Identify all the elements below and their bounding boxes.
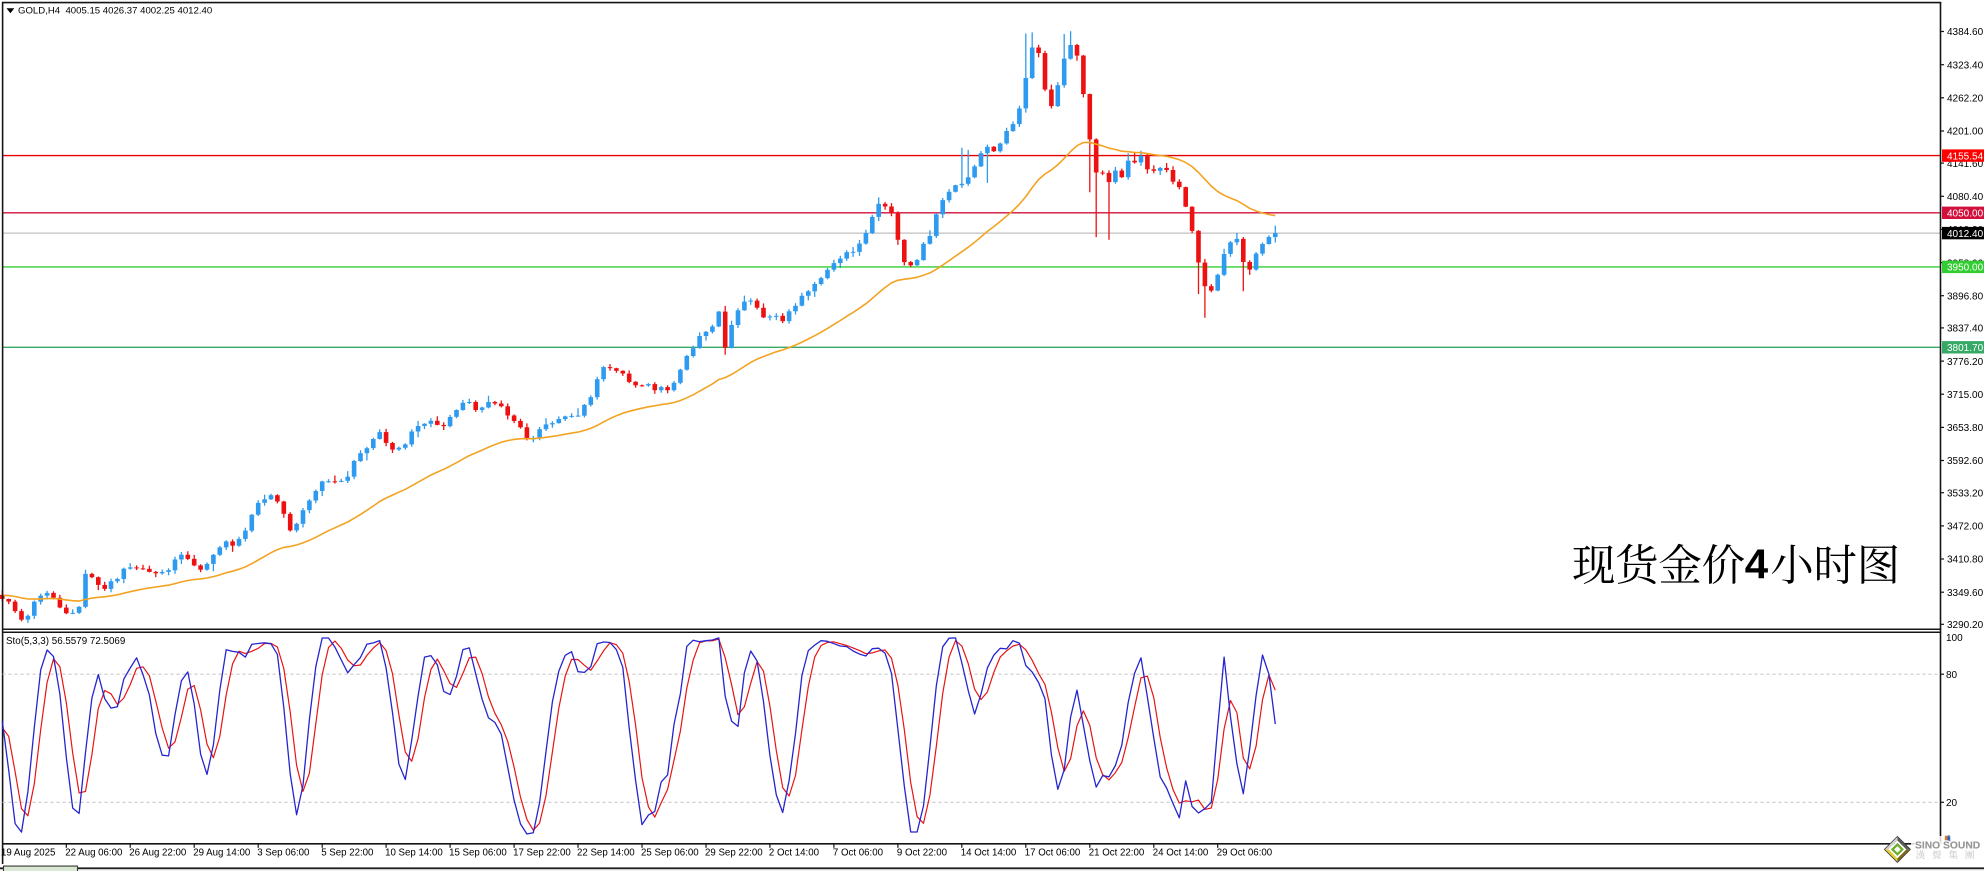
svg-text:4141.60: 4141.60 — [1947, 159, 1984, 170]
svg-text:4012.40: 4012.40 — [1947, 229, 1984, 240]
svg-text:3837.40: 3837.40 — [1947, 324, 1984, 335]
svg-text:3801.70: 3801.70 — [1947, 343, 1984, 354]
svg-text:3592.60: 3592.60 — [1947, 456, 1984, 467]
svg-text:4384.60: 4384.60 — [1947, 27, 1984, 38]
svg-text:5 Sep 22:00: 5 Sep 22:00 — [321, 847, 374, 858]
svg-text:4155.54: 4155.54 — [1947, 151, 1984, 162]
svg-text:3950.00: 3950.00 — [1947, 263, 1984, 274]
svg-text:19 Aug 2025: 19 Aug 2025 — [1, 847, 55, 858]
svg-text:22 Aug 06:00: 22 Aug 06:00 — [65, 847, 123, 858]
svg-text:17 Oct 06:00: 17 Oct 06:00 — [1025, 847, 1081, 858]
svg-text:SINO SOUND: SINO SOUND — [1915, 840, 1980, 851]
svg-text:Sto(5,3,3) 56.5579 72.5069: Sto(5,3,3) 56.5579 72.5069 — [6, 636, 125, 647]
svg-text:3 Sep 06:00: 3 Sep 06:00 — [257, 847, 310, 858]
svg-text:26 Aug 22:00: 26 Aug 22:00 — [129, 847, 187, 858]
svg-text:4080.40: 4080.40 — [1947, 192, 1984, 203]
svg-text:10 Sep 14:00: 10 Sep 14:00 — [385, 847, 443, 858]
svg-text:14 Oct 14:00: 14 Oct 14:00 — [961, 847, 1017, 858]
svg-text:15 Sep 06:00: 15 Sep 06:00 — [449, 847, 507, 858]
svg-text:4201.00: 4201.00 — [1947, 127, 1984, 138]
svg-text:7 Oct 06:00: 7 Oct 06:00 — [833, 847, 884, 858]
svg-text:24 Oct 14:00: 24 Oct 14:00 — [1153, 847, 1209, 858]
svg-text:3653.80: 3653.80 — [1947, 423, 1984, 434]
svg-text:29 Sep 22:00: 29 Sep 22:00 — [705, 847, 763, 858]
svg-text:25 Sep 06:00: 25 Sep 06:00 — [641, 847, 699, 858]
svg-text:3896.80: 3896.80 — [1947, 291, 1984, 302]
svg-text:21 Oct 22:00: 21 Oct 22:00 — [1089, 847, 1145, 858]
svg-text:80: 80 — [1946, 670, 1958, 681]
svg-text:22 Sep 14:00: 22 Sep 14:00 — [577, 847, 635, 858]
svg-text:3533.20: 3533.20 — [1947, 488, 1984, 499]
svg-text:9 Oct 22:00: 9 Oct 22:00 — [897, 847, 948, 858]
svg-text:2 Oct 14:00: 2 Oct 14:00 — [769, 847, 820, 858]
svg-text:3472.00: 3472.00 — [1947, 522, 1984, 533]
svg-text:3776.20: 3776.20 — [1947, 357, 1984, 368]
svg-text:29 Oct 06:00: 29 Oct 06:00 — [1217, 847, 1273, 858]
svg-text:17 Sep 22:00: 17 Sep 22:00 — [513, 847, 571, 858]
svg-text:29 Aug 14:00: 29 Aug 14:00 — [193, 847, 251, 858]
svg-text:4262.20: 4262.20 — [1947, 94, 1984, 105]
svg-text:4050.00: 4050.00 — [1947, 209, 1984, 220]
svg-text:SINO SOUND: SINO SOUND — [1915, 840, 1980, 851]
svg-text:100: 100 — [1946, 633, 1963, 644]
svg-text:3410.80: 3410.80 — [1947, 555, 1984, 566]
svg-text:3349.60: 3349.60 — [1947, 588, 1984, 599]
svg-text:4: 4 — [1745, 541, 1769, 588]
svg-text:20: 20 — [1946, 798, 1958, 809]
svg-text:GOLD,H4 4005.15 4026.37 4002.: GOLD,H4 4005.15 4026.37 4002.25 4012.40 — [18, 6, 212, 17]
svg-text:4323.40: 4323.40 — [1947, 60, 1984, 71]
svg-text:3290.20: 3290.20 — [1947, 620, 1984, 631]
svg-text:3715.00: 3715.00 — [1947, 390, 1984, 401]
